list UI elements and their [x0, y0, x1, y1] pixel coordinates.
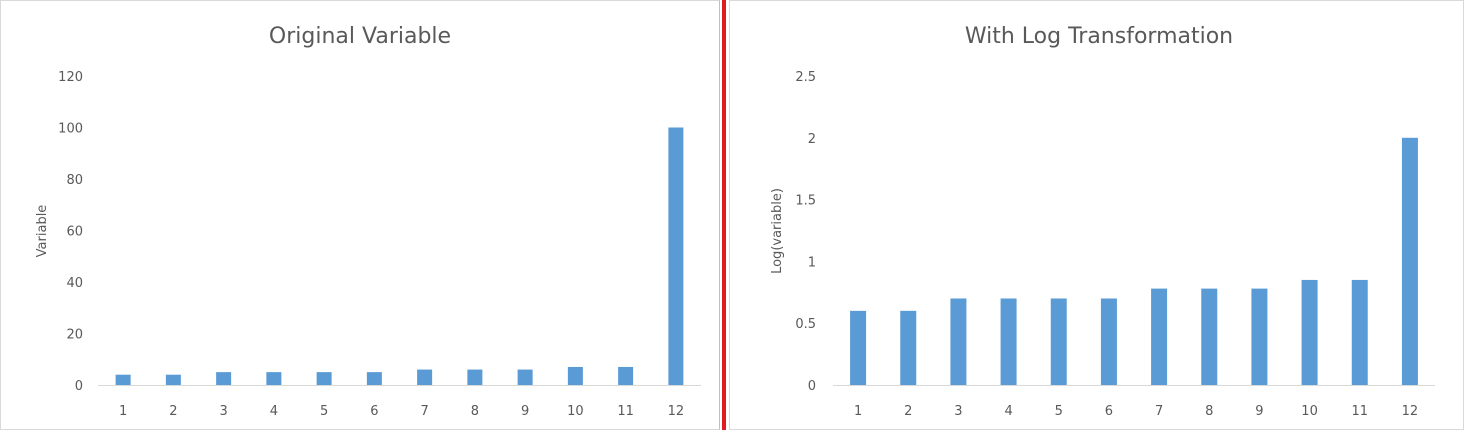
bar: [1301, 279, 1318, 385]
bar: [1201, 288, 1218, 385]
y-tick-label: 0.5: [795, 317, 816, 332]
x-tick-label: 6: [1105, 404, 1113, 419]
bar: [316, 372, 332, 385]
x-tick-label: 11: [617, 404, 634, 419]
y-tick-label: 20: [66, 328, 83, 343]
panel-divider: [722, 0, 726, 430]
y-axis-label: Log(variable): [770, 188, 785, 274]
y-tick-label: 0: [75, 379, 83, 394]
chart-title: With Log Transformation: [965, 24, 1233, 49]
x-tick-label: 4: [1004, 404, 1012, 419]
bar: [1251, 288, 1268, 385]
y-tick-label: 1: [808, 255, 816, 270]
x-tick-label: 3: [954, 404, 962, 419]
x-tick-label: 6: [370, 404, 378, 419]
x-tick-label: 12: [668, 404, 685, 419]
y-axis-label: Variable: [35, 205, 50, 258]
x-tick-label: 10: [567, 404, 584, 419]
x-tick-label: 8: [1205, 404, 1213, 419]
x-tick-label: 11: [1351, 404, 1368, 419]
bar: [266, 372, 282, 385]
bar: [115, 374, 131, 385]
x-tick-label: 4: [270, 404, 278, 419]
chart-panel-log: With Log Transformation Log(variable) 0 0…: [729, 0, 1464, 430]
bar: [850, 310, 867, 385]
x-tick-label: 5: [1055, 404, 1063, 419]
bar: [1151, 288, 1168, 385]
bar: [567, 366, 583, 385]
bar: [417, 369, 433, 385]
y-tick-label: 60: [66, 225, 83, 240]
bar: [216, 372, 232, 385]
y-tick-label: 120: [58, 70, 83, 85]
y-tick-label: 2: [808, 132, 816, 147]
bar: [900, 310, 917, 385]
y-tick-label: 80: [66, 173, 83, 188]
x-tick-label: 1: [854, 404, 862, 419]
bar: [1000, 298, 1017, 385]
bar: [517, 369, 533, 385]
x-tick-label: 12: [1402, 404, 1419, 419]
bar: [467, 369, 483, 385]
y-tick-label: 1.5: [795, 194, 816, 209]
y-tick-label: 100: [58, 122, 83, 137]
bar: [950, 298, 967, 385]
bar: [1050, 298, 1067, 385]
bar: [1100, 298, 1117, 385]
bar: [1401, 137, 1418, 385]
x-tick-label: 2: [904, 404, 912, 419]
bar: [668, 127, 684, 385]
x-tick-label: 8: [471, 404, 479, 419]
bar: [165, 374, 181, 385]
chart-title: Original Variable: [269, 24, 451, 49]
bar: [366, 372, 382, 385]
bar: [1351, 279, 1368, 385]
x-tick-label: 5: [320, 404, 328, 419]
chart-original-variable: Original Variable Variable 0 20 40 60 80 100 1…: [35, 24, 701, 419]
y-tick-label: 40: [66, 276, 83, 291]
x-tick-label: 1: [119, 404, 127, 419]
x-tick-label: 9: [1255, 404, 1263, 419]
x-tick-label: 3: [219, 404, 227, 419]
x-tick-label: 7: [420, 404, 428, 419]
x-tick-label: 7: [1155, 404, 1163, 419]
y-tick-label: 2.5: [795, 70, 816, 85]
x-tick-label: 9: [521, 404, 529, 419]
chart-panel-original: Original Variable Variable 0 20 40 60 80 100 1…: [0, 0, 720, 430]
bar: [618, 366, 634, 385]
y-tick-label: 0: [808, 379, 816, 394]
x-tick-label: 2: [169, 404, 177, 419]
chart-log-transformation: With Log Transformation Log(variable) 0 0…: [770, 24, 1435, 419]
x-tick-label: 10: [1301, 404, 1318, 419]
